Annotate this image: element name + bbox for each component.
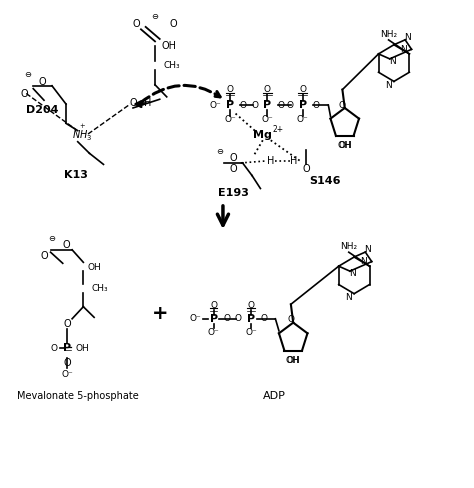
Text: OH: OH bbox=[87, 263, 101, 272]
Text: O: O bbox=[264, 85, 271, 94]
Text: O: O bbox=[261, 314, 268, 323]
Text: S146: S146 bbox=[310, 176, 341, 186]
Text: O: O bbox=[64, 358, 71, 367]
Text: P: P bbox=[264, 100, 272, 110]
Text: NH₂: NH₂ bbox=[380, 30, 397, 39]
Text: O: O bbox=[247, 301, 255, 310]
Text: +: + bbox=[152, 305, 168, 324]
Text: H: H bbox=[144, 98, 152, 108]
Text: NH₂: NH₂ bbox=[340, 242, 357, 251]
Text: O: O bbox=[239, 101, 246, 109]
Text: CH₃: CH₃ bbox=[163, 61, 180, 70]
Text: N: N bbox=[401, 44, 407, 54]
Text: O: O bbox=[302, 164, 310, 174]
Text: $\ominus$: $\ominus$ bbox=[48, 234, 56, 243]
Text: OH: OH bbox=[286, 356, 300, 365]
Text: E193: E193 bbox=[218, 188, 249, 198]
Text: O⁻: O⁻ bbox=[190, 314, 201, 323]
Text: OH: OH bbox=[287, 356, 301, 365]
Text: O: O bbox=[235, 314, 242, 323]
Text: O: O bbox=[229, 164, 237, 174]
Text: P: P bbox=[299, 100, 307, 110]
Text: $\ominus$: $\ominus$ bbox=[151, 12, 159, 21]
Text: OH: OH bbox=[75, 344, 89, 353]
Text: $\ominus$: $\ominus$ bbox=[25, 70, 33, 79]
Text: N: N bbox=[345, 293, 352, 302]
Text: O: O bbox=[210, 301, 217, 310]
Text: D204: D204 bbox=[26, 105, 59, 115]
Text: O: O bbox=[170, 20, 178, 29]
Text: N: N bbox=[389, 57, 395, 66]
Text: K13: K13 bbox=[64, 170, 88, 181]
Text: OH: OH bbox=[338, 141, 352, 150]
Text: O: O bbox=[229, 153, 237, 163]
Text: O⁻: O⁻ bbox=[62, 370, 73, 379]
Text: OH: OH bbox=[337, 141, 351, 150]
Text: O: O bbox=[251, 101, 258, 109]
Text: O⁻: O⁻ bbox=[224, 115, 236, 124]
Text: Mg: Mg bbox=[253, 130, 272, 141]
Text: 2+: 2+ bbox=[273, 124, 284, 134]
Text: ADP: ADP bbox=[263, 391, 286, 401]
Text: CH₃: CH₃ bbox=[92, 284, 109, 293]
Text: P: P bbox=[210, 314, 218, 324]
Text: O: O bbox=[287, 315, 294, 324]
Text: O⁻: O⁻ bbox=[208, 328, 219, 337]
Text: O: O bbox=[286, 101, 293, 109]
Text: N: N bbox=[361, 257, 367, 266]
Text: N: N bbox=[349, 269, 356, 278]
Text: O: O bbox=[223, 314, 230, 323]
Text: N: N bbox=[365, 245, 371, 254]
Text: O: O bbox=[129, 98, 137, 108]
Text: O: O bbox=[339, 101, 346, 109]
Text: O: O bbox=[227, 85, 234, 94]
Text: O: O bbox=[299, 85, 306, 94]
Text: O: O bbox=[132, 20, 140, 29]
Text: O: O bbox=[40, 251, 48, 261]
Text: P: P bbox=[64, 343, 72, 353]
Text: O⁻: O⁻ bbox=[262, 115, 273, 124]
Text: O: O bbox=[20, 89, 27, 100]
Text: Mevalonate 5-phosphate: Mevalonate 5-phosphate bbox=[17, 391, 138, 401]
Text: O⁻: O⁻ bbox=[245, 328, 257, 337]
Text: P: P bbox=[226, 100, 234, 110]
Text: P: P bbox=[247, 314, 255, 324]
Text: N: N bbox=[385, 81, 392, 90]
Text: O⁻: O⁻ bbox=[297, 115, 309, 124]
Text: O⁻: O⁻ bbox=[209, 101, 221, 109]
Text: O: O bbox=[39, 78, 46, 87]
Text: H: H bbox=[291, 156, 298, 166]
Text: $\ominus$: $\ominus$ bbox=[217, 147, 225, 156]
Text: N: N bbox=[404, 33, 411, 42]
Text: O: O bbox=[64, 319, 71, 328]
Text: O: O bbox=[277, 101, 284, 109]
Text: $\overset{+}{NH_3}$: $\overset{+}{NH_3}$ bbox=[72, 123, 92, 143]
Text: H: H bbox=[267, 156, 274, 166]
Text: O: O bbox=[51, 344, 58, 353]
Text: OH: OH bbox=[162, 41, 177, 51]
Text: O: O bbox=[62, 240, 70, 250]
Text: O: O bbox=[312, 101, 319, 109]
